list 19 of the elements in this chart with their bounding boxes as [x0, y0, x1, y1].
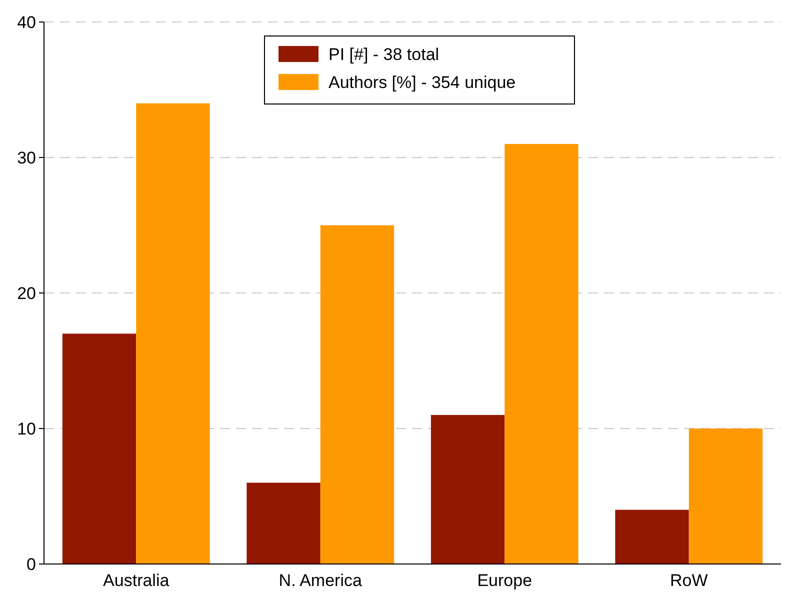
x-tick-label: Europe [477, 571, 532, 590]
legend-label: PI [#] - 38 total [328, 44, 440, 64]
y-tick-label: 0 [26, 554, 36, 574]
bar [688, 428, 763, 564]
x-tick-label: Australia [103, 571, 170, 590]
y-tick-label: 20 [17, 284, 36, 303]
y-tick-label: 10 [17, 419, 36, 438]
bar [430, 414, 505, 564]
y-tick-label: 30 [17, 148, 36, 168]
bar [246, 482, 320, 564]
bar [320, 225, 394, 564]
y-tick-label: 40 [17, 12, 36, 32]
bar [504, 144, 578, 564]
legend-label: Authors [%] - 354 unique [328, 72, 516, 92]
x-tick-label: RoW [670, 571, 708, 590]
bar [62, 334, 136, 564]
bar [615, 510, 689, 564]
x-tick-label: N. America [278, 571, 362, 590]
bar [136, 103, 210, 564]
